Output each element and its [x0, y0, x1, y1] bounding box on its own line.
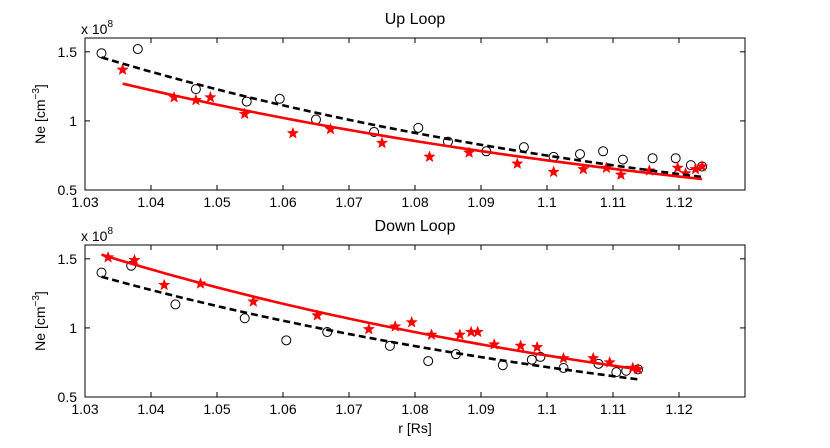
data-point-circle	[413, 122, 424, 133]
x-tick-label: 1.05	[203, 401, 230, 417]
y-tick-label: 0.5	[58, 182, 78, 198]
data-point-circle	[96, 267, 107, 278]
chart-panel-2: Down Loop x 108 1.03 1.04 1.05 1.06 1.07 1.08 1.…	[31, 218, 746, 436]
data-point-star	[375, 136, 389, 149]
data-point-circle	[369, 126, 380, 137]
y-tick-label: 1	[69, 113, 77, 129]
y-axis-label-base: Ne [cm	[32, 306, 48, 350]
data-point-circle	[617, 154, 628, 165]
data-point-star	[511, 157, 524, 170]
y-axis-label-close: ]	[32, 291, 48, 295]
data-point-star	[453, 328, 467, 341]
data-point-circle	[575, 149, 585, 160]
data-point-star	[614, 168, 628, 181]
fit-line-dashed	[101, 275, 639, 381]
x-tick-label: 1.04	[137, 194, 164, 210]
data-point-star	[423, 150, 436, 163]
data-point-star	[286, 126, 300, 139]
y-axis-label: Ne [cm−3]	[31, 291, 48, 351]
data-point-star	[116, 63, 129, 76]
y-multiplier: x 108	[81, 226, 113, 244]
data-point-circle	[598, 146, 609, 157]
fit-line-solid	[101, 253, 639, 371]
x-tick-label: 1.06	[269, 401, 296, 417]
y-axis-label: Ne [cm−3]	[31, 84, 48, 144]
x-tick-label: 1.07	[335, 194, 362, 210]
y-multiplier: x 108	[81, 19, 113, 37]
y-tick-label: 1.5	[58, 44, 78, 60]
data-point-circle	[384, 340, 395, 351]
data-point-circle	[535, 351, 546, 362]
y-axis-label-exponent: −3	[31, 295, 42, 307]
data-point-circle	[281, 335, 292, 346]
x-tick-label: 1.08	[401, 401, 428, 417]
data-point-circle	[647, 153, 658, 164]
x-tick-label: 1.12	[665, 194, 692, 210]
x-tick-label: 1.07	[335, 401, 362, 417]
x-tick-label: 1.11	[600, 401, 626, 417]
data-point-star	[530, 340, 544, 353]
data-point-circle	[241, 96, 252, 107]
data-point-circle	[423, 356, 434, 367]
data-point-star	[128, 253, 141, 266]
y-tick-label: 1	[69, 320, 77, 336]
x-tick-label: 1.06	[269, 194, 296, 210]
data-point-circle	[239, 313, 250, 324]
x-tick-label: 1.09	[467, 194, 494, 210]
y-tick-label: 1.5	[58, 251, 78, 267]
x-tick-label: 1.04	[137, 401, 164, 417]
data-point-star	[547, 165, 560, 178]
chart-title: Up Loop	[385, 11, 446, 28]
y-multiplier-exponent: 8	[107, 19, 113, 30]
y-axis-label-close: ]	[32, 84, 48, 88]
fit-line-dashed	[101, 56, 703, 179]
data-point-star	[695, 159, 709, 172]
data-point-circle	[96, 48, 107, 59]
y-axis-label-base: Ne [cm	[32, 99, 48, 143]
chart-title: Down Loop	[375, 218, 456, 235]
data-point-circle	[170, 299, 181, 310]
data-point-star	[157, 278, 171, 291]
data-point-circle	[322, 327, 333, 338]
x-tick-label: 1.12	[665, 401, 692, 417]
x-tick-label: 1.09	[467, 401, 494, 417]
data-point-circle	[670, 153, 681, 164]
data-point-star	[405, 315, 418, 328]
x-tick-label: 1.05	[203, 194, 230, 210]
data-point-star	[671, 161, 684, 174]
x-tick-label: 1.03	[71, 194, 98, 210]
x-tick-label: 1.03	[71, 401, 98, 417]
data-point-circle	[526, 354, 537, 365]
plot-frame	[84, 37, 746, 191]
fit-line-solid	[122, 82, 703, 181]
data-point-circle	[274, 93, 285, 104]
chart-panel-1: Up Loop x 108 1.03 1.04 1.05 1.06 1.07 1.08 1.09…	[31, 11, 746, 210]
data-point-star	[471, 325, 484, 338]
x-tick-label: 1.1	[537, 194, 557, 210]
data-point-star	[362, 322, 376, 335]
data-point-circle	[190, 84, 201, 95]
data-point-star	[577, 162, 590, 175]
y-tick-label: 0.5	[58, 389, 78, 405]
data-point-star	[586, 351, 600, 364]
y-multiplier-exponent: 8	[107, 226, 113, 237]
data-point-circle	[611, 367, 622, 378]
x-tick-label: 1.08	[401, 194, 428, 210]
y-axis-label-exponent: −3	[31, 88, 42, 100]
data-point-star	[204, 90, 217, 103]
data-point-star	[247, 295, 260, 307]
x-axis-label: r [Rs]	[398, 420, 431, 436]
x-tick-label: 1.1	[537, 401, 557, 417]
data-point-circle	[132, 44, 143, 55]
x-tick-label: 1.11	[600, 194, 626, 210]
data-point-star	[514, 339, 527, 352]
